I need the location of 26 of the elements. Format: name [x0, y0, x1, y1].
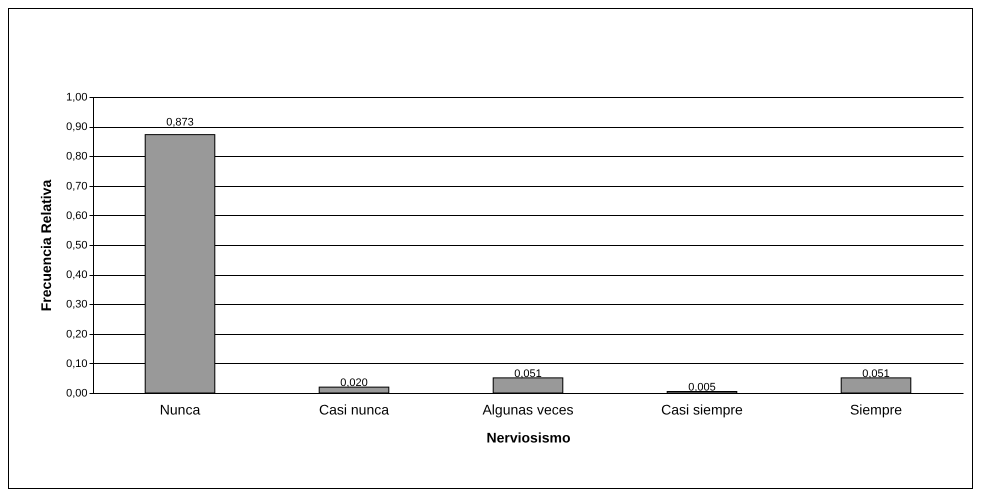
data-label: 0,005 [688, 382, 716, 394]
bar [318, 386, 390, 394]
y-tick-label: 0,20 [66, 328, 88, 340]
y-tick-label: 0,60 [66, 210, 88, 222]
x-axis-title: Nerviosismo [486, 430, 571, 446]
y-tick-label: 0,40 [66, 269, 88, 282]
x-tick-label: Siempre [850, 402, 902, 418]
data-label: 0,873 [166, 116, 194, 129]
y-tick-label: 0,70 [66, 180, 88, 192]
y-tick-label: 0,50 [66, 240, 88, 252]
x-tick-label: Algunas veces [482, 402, 574, 418]
data-label: 0,051 [514, 368, 542, 380]
y-tick-label: 0,80 [66, 150, 88, 163]
data-label: 0,051 [862, 368, 890, 380]
y-tick-label: 0,90 [66, 121, 88, 134]
bar [492, 377, 564, 394]
y-tick-label: 0,30 [66, 298, 88, 311]
y-tick-label: 0,00 [66, 388, 88, 400]
bar [840, 377, 912, 394]
x-tick-label: Nunca [160, 402, 200, 418]
y-tick-label: 0,10 [66, 358, 88, 370]
x-tick-label: Casi nunca [318, 402, 390, 418]
y-tick-label: 1,00 [66, 92, 88, 104]
y-axis-title: Frecuencia Relativa [38, 180, 54, 312]
data-label: 0,020 [340, 377, 368, 390]
x-tick-label: Casi siempre [661, 402, 744, 418]
